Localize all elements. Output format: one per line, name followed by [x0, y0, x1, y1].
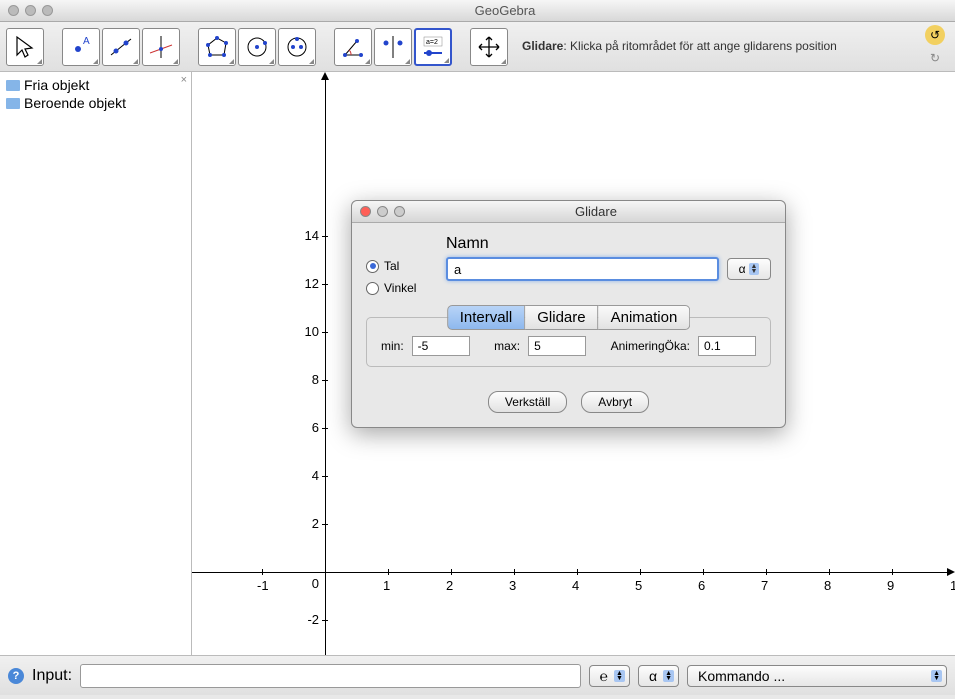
radio-label: Vinkel [384, 281, 416, 295]
graphics-view[interactable]: Glidare Tal Vinkel Nam [192, 72, 955, 655]
x-tick-label: -1 [257, 578, 269, 593]
toolbar-hint-bold: Glidare [522, 39, 563, 53]
y-tick-label: -2 [289, 612, 319, 627]
tool-line[interactable] [102, 28, 140, 66]
combo-label: Kommando ... [698, 668, 925, 684]
radio-tal[interactable]: Tal [366, 259, 446, 273]
y-tick-label: 6 [289, 420, 319, 435]
folder-icon [6, 80, 20, 91]
alpha-dropdown[interactable]: α ▲▼ [727, 258, 771, 280]
combo-label: α [649, 668, 657, 684]
step-label: AnimeringÖka: [611, 339, 690, 353]
dialog-titlebar[interactable]: Glidare [352, 201, 785, 223]
tool-move-view[interactable] [470, 28, 508, 66]
window-title: GeoGebra [63, 3, 947, 18]
radio-label: Tal [384, 259, 399, 273]
apply-button[interactable]: Verkställ [488, 391, 567, 413]
tool-reflect[interactable] [374, 28, 412, 66]
tab-intervall[interactable]: Intervall [447, 305, 526, 330]
radio-icon [366, 260, 379, 273]
x-tick-label: 7 [761, 578, 768, 593]
svg-text:a=2: a=2 [426, 39, 438, 46]
y-tick-label: 12 [289, 276, 319, 291]
tree-label: Fria objekt [24, 77, 89, 93]
close-window-icon[interactable] [8, 5, 19, 16]
max-label: max: [494, 339, 520, 353]
alpha-label: α [739, 262, 746, 276]
algebra-view: × Fria objekt Beroende objekt [0, 72, 192, 655]
tab-glidare[interactable]: Glidare [525, 305, 598, 330]
tool-slider[interactable]: a=2 [414, 28, 452, 66]
min-input[interactable] [412, 336, 470, 356]
name-label: Namn [446, 235, 771, 253]
window-titlebar: GeoGebra [0, 0, 955, 22]
arrow-up-icon [321, 72, 329, 80]
slider-dialog: Glidare Tal Vinkel Nam [351, 200, 786, 428]
window-controls[interactable] [8, 5, 53, 16]
dialog-close-icon[interactable] [360, 206, 371, 217]
x-axis [192, 572, 949, 573]
stepper-arrows-icon: ▲▼ [663, 670, 674, 682]
y-tick-label: 2 [289, 516, 319, 531]
input-bar: ? Input: ℮ ▲▼ α ▲▼ Kommando ... ▲▼ [0, 655, 955, 695]
tool-angle[interactable] [334, 28, 372, 66]
toolbar: A a=2 Glidare: Klicka på ritområdet för … [0, 22, 955, 72]
close-panel-icon[interactable]: × [181, 74, 187, 86]
x-tick-label: 10 [950, 578, 955, 593]
tool-polygon[interactable] [198, 28, 236, 66]
dialog-zoom-icon[interactable] [394, 206, 405, 217]
y-axis [325, 78, 326, 655]
minimize-window-icon[interactable] [25, 5, 36, 16]
symbol-combo[interactable]: α ▲▼ [638, 665, 679, 687]
toolbar-hint-text: : Klicka på ritområdet för att ange glid… [563, 39, 836, 53]
tool-circle-center[interactable] [238, 28, 276, 66]
tool-ellipse[interactable] [278, 28, 316, 66]
x-tick-label: 1 [383, 578, 390, 593]
dialog-title: Glidare [415, 204, 777, 219]
tree-item-dependent[interactable]: Beroende objekt [4, 94, 187, 112]
x-tick-label: 9 [887, 578, 894, 593]
command-combo[interactable]: Kommando ... ▲▼ [687, 665, 947, 687]
toolbar-hint: Glidare: Klicka på ritområdet för att an… [512, 39, 921, 55]
y-tick-label: 4 [289, 468, 319, 483]
step-input[interactable] [698, 336, 756, 356]
x-tick-label: 4 [572, 578, 579, 593]
x-tick-label: 6 [698, 578, 705, 593]
y-tick-label: 14 [289, 228, 319, 243]
combo-label: ℮ [600, 668, 608, 684]
constant-combo[interactable]: ℮ ▲▼ [589, 665, 630, 687]
tree-label: Beroende objekt [24, 95, 126, 111]
tool-perpendicular[interactable] [142, 28, 180, 66]
command-input[interactable] [80, 664, 581, 688]
stepper-arrows-icon: ▲▼ [931, 670, 942, 682]
folder-icon [6, 98, 20, 109]
stepper-arrows-icon: ▲▼ [614, 670, 625, 682]
tab-animation[interactable]: Animation [599, 305, 691, 330]
arrow-right-icon [947, 568, 955, 576]
tool-point[interactable]: A [62, 28, 100, 66]
x-tick-label: 5 [635, 578, 642, 593]
radio-icon [366, 282, 379, 295]
undo-icon[interactable]: ↺ [925, 25, 945, 45]
max-input[interactable] [528, 336, 586, 356]
y-tick-label: 8 [289, 372, 319, 387]
x-tick-label: 8 [824, 578, 831, 593]
cancel-button[interactable]: Avbryt [581, 391, 649, 413]
dialog-minimize-icon[interactable] [377, 206, 388, 217]
name-input[interactable] [446, 257, 719, 281]
svg-text:A: A [83, 36, 90, 47]
tree-item-free[interactable]: Fria objekt [4, 76, 187, 94]
x-tick-label: 3 [509, 578, 516, 593]
min-label: min: [381, 339, 404, 353]
help-icon[interactable]: ? [8, 668, 24, 684]
stepper-arrows-icon: ▲▼ [749, 263, 760, 275]
zoom-window-icon[interactable] [42, 5, 53, 16]
input-label: Input: [32, 667, 72, 685]
y-tick-label: 0 [289, 576, 319, 591]
radio-vinkel[interactable]: Vinkel [366, 281, 446, 295]
redo-icon[interactable]: ↻ [925, 48, 945, 68]
x-tick-label: 2 [446, 578, 453, 593]
tool-move[interactable] [6, 28, 44, 66]
y-tick-label: 10 [289, 324, 319, 339]
